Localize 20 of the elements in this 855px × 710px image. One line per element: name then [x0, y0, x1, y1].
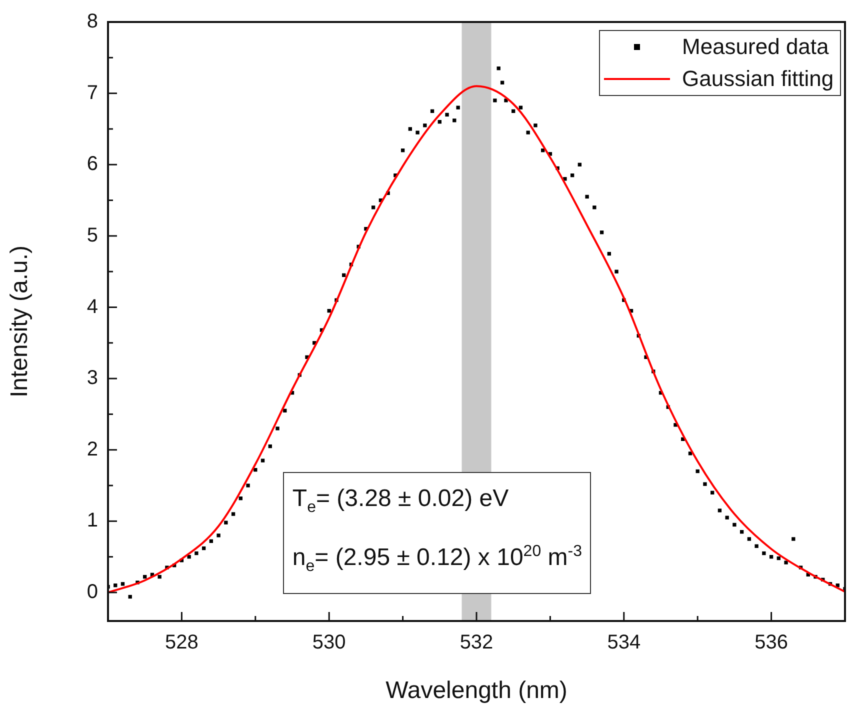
y-tick-label: 2 — [86, 438, 98, 460]
y-tick-label: 8 — [86, 10, 98, 33]
y-tick-label: 6 — [86, 153, 98, 176]
x-tick-label: 532 — [460, 632, 494, 654]
annotation: T$_{e}$= (3.28 ± 0.02) eV — [292, 484, 510, 518]
x-tick-label: 530 — [312, 632, 346, 654]
y-tick-label: 7 — [86, 82, 98, 104]
y-tick-label: 1 — [86, 510, 98, 532]
x-tick-label: 528 — [165, 632, 198, 654]
legend-label: Gaussian fitting — [682, 65, 834, 93]
y-tick-label: 5 — [86, 224, 98, 246]
x-axis-title: Wavelength (nm) — [386, 677, 568, 704]
legend-label: Measured data — [682, 33, 829, 61]
annotation: n$_{e}$= (2.95 ± 0.12) x 10$^{20}$ m$^{-3}$ — [292, 542, 582, 577]
y-tick-label: 4 — [86, 296, 98, 318]
y-tick-label: 3 — [86, 367, 98, 390]
y-tick-label: 0 — [86, 580, 98, 603]
x-tick-label: 536 — [754, 632, 788, 654]
x-tick-label: 534 — [607, 632, 641, 654]
y-axis-title: Intensity (a.u.) — [6, 245, 34, 398]
